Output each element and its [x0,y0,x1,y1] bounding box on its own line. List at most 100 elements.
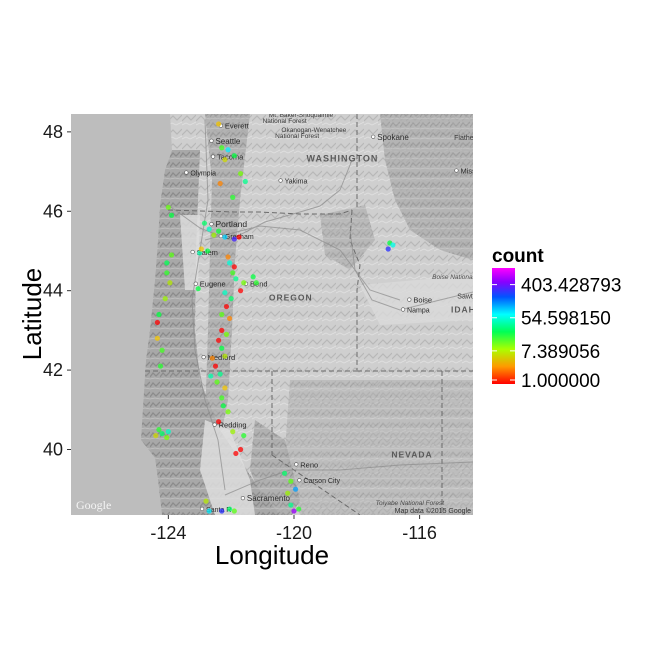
data-point [227,260,233,266]
map-place-label: Toiyabe National Forest [376,500,446,507]
data-point [156,427,162,433]
city-marker [297,478,302,483]
data-point [153,432,159,439]
y-tick-label: 42 [43,360,63,380]
data-point [228,296,234,302]
data-point [201,220,208,226]
map-cascades [205,114,250,430]
data-point [197,250,203,256]
data-point [164,434,170,441]
data-point [222,157,228,163]
state-borders [145,114,473,515]
data-point [230,194,236,200]
legend-title: count [492,246,544,267]
data-point [216,121,222,127]
data-point [288,478,294,484]
data-point [227,506,233,512]
border-or-id [349,209,361,370]
data-point [195,286,201,292]
data-point [222,385,228,391]
map-place-label: Carson City [303,478,340,485]
city-marker [218,233,223,239]
data-point [296,506,302,512]
map-place-label: Redding [219,421,247,430]
map-ocean [71,114,172,515]
google-logo: Google [76,498,111,512]
map-place-label: Bend [250,280,268,289]
data-point [211,232,217,238]
y-axis: 40 42 44 46 48 [43,122,71,459]
data-point [165,429,171,435]
data-point [164,270,170,276]
road-i80 [224,461,473,496]
data-point [219,345,225,351]
data-point [292,486,299,492]
legend-label: 54.598150 [521,309,611,330]
map-place-label: Tacoma [217,153,244,162]
data-point [217,371,223,377]
data-point [253,280,259,286]
city-marker [209,222,214,227]
map-place-label: NEVADA [391,449,432,459]
map-attribution: Map data ©2015 Google [395,507,471,515]
road-i5 [191,119,226,491]
map-place-label: Missoula [460,167,490,176]
map-place-label: WASHINGTON [307,154,379,164]
map-place-label: Medford [208,353,236,362]
map-rockies [380,114,473,260]
legend-label: 7.389056 [521,342,600,363]
map-snake-plain [360,275,473,325]
data-point [225,147,231,153]
data-point [219,327,225,333]
data-point [222,234,228,240]
border-wa-or [167,209,353,215]
city-marker [209,138,214,143]
x-axis: -124 -120 -116 [150,515,437,543]
map-blue-mountains [320,205,375,270]
data-point [167,280,173,286]
map-place-label: Reno [300,460,318,469]
y-axis-title: Latitude [17,268,47,361]
map-place-label: Mt. Baker-Snoqualmie [269,112,334,119]
data-point [156,311,162,318]
data-point [159,347,165,353]
data-point [205,248,211,254]
map-place-label: Sawtooth Natio [457,294,505,301]
map-place-label: Boise [413,296,432,305]
city-marker [407,297,412,302]
data-point [159,431,165,437]
map-place-label: Eugene [200,280,226,289]
data-point [237,288,244,294]
legend-ticks: 403.428793 54.598150 7.389056 1.000000 [492,276,621,392]
data-point [236,234,242,240]
data-point [154,335,160,341]
data-point [209,355,215,361]
city-marker [199,506,205,511]
map-central-valley [200,420,255,515]
data-point [206,508,212,514]
data-point [203,498,209,504]
data-point [281,470,288,476]
legend-colorbar [492,268,515,384]
data-point [219,395,225,401]
data-point [220,403,226,409]
data-point [217,180,223,187]
data-point [216,419,222,425]
data-point [212,363,219,369]
data-point [225,254,231,260]
data-point [241,280,247,286]
data-point [157,363,164,369]
rivers [167,119,473,496]
data-point [230,429,236,435]
map-willamette-valley [180,215,200,290]
city-marker [193,281,198,286]
data-point [390,242,396,248]
data-point [233,450,239,457]
data-point [241,432,247,439]
data-point [216,228,222,234]
y-tick-label: 46 [43,201,63,221]
data-point [231,508,237,514]
data-point [231,264,237,270]
